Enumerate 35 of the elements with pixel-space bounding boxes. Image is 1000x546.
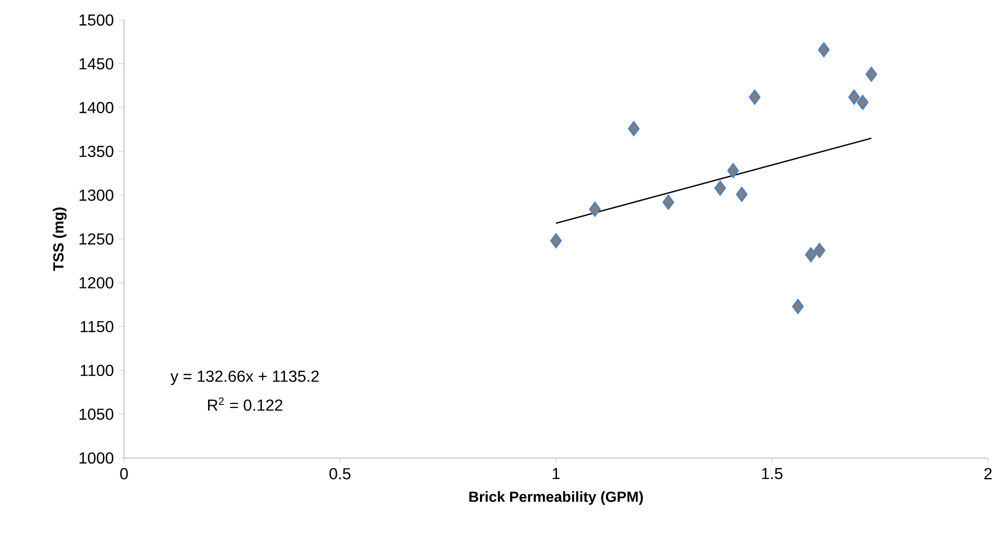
x-tick-label: 1 bbox=[552, 468, 560, 480]
y-tick-label: 1300 bbox=[80, 190, 114, 201]
point bbox=[866, 66, 878, 82]
point bbox=[714, 180, 726, 196]
x-axis-title: Brick Permeability (GPM) bbox=[469, 491, 643, 505]
annotation: R$^{2}$ = 0.122 bbox=[208, 397, 282, 411]
x-tick-label: 1.5 bbox=[762, 468, 782, 480]
point bbox=[589, 202, 601, 217]
x-tick-label: 2 bbox=[984, 468, 992, 480]
y-tick-label: 1250 bbox=[80, 233, 114, 245]
point bbox=[856, 94, 869, 110]
annotation: y = 132.66x + 1135.2 bbox=[170, 370, 319, 386]
y-tick-label: 1050 bbox=[80, 408, 114, 420]
y-tick-label: 1450 bbox=[80, 58, 114, 70]
point bbox=[814, 242, 826, 258]
point bbox=[550, 233, 562, 248]
y-tick-label: 1100 bbox=[80, 364, 114, 376]
point bbox=[727, 163, 739, 178]
y-tick-label: 1200 bbox=[80, 277, 114, 288]
y-tick-label: 1000 bbox=[80, 452, 114, 464]
point bbox=[662, 194, 674, 210]
y-tick-label: 1500 bbox=[80, 14, 114, 26]
point bbox=[628, 121, 640, 136]
point bbox=[848, 90, 860, 105]
point bbox=[748, 90, 761, 105]
y-tick-label: 1350 bbox=[80, 146, 114, 158]
x-tick-label: 0.5 bbox=[330, 468, 350, 480]
y-tick-label: 1150 bbox=[80, 320, 114, 332]
point bbox=[818, 42, 830, 58]
y-tick-label: 1400 bbox=[80, 102, 114, 114]
point bbox=[736, 186, 748, 202]
point bbox=[792, 298, 804, 314]
x-tick-label: 0 bbox=[120, 468, 128, 480]
point bbox=[805, 247, 817, 262]
y-axis-title: TSS (mg) bbox=[52, 208, 67, 272]
